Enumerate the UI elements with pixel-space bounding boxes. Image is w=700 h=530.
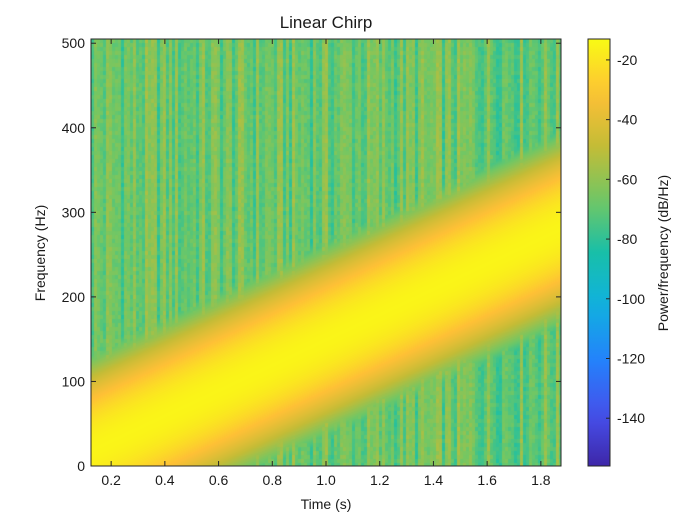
x-tick-label: 0.8 — [263, 472, 283, 488]
colorbar-gradient-bar — [588, 39, 610, 466]
x-tick-label: 0.4 — [155, 472, 175, 488]
y-tick-label: 400 — [62, 120, 86, 136]
x-tick-label: 0.2 — [101, 472, 121, 488]
x-tick-label: 1.0 — [316, 472, 336, 488]
x-tick-label: 1.6 — [477, 472, 497, 488]
colorbar-tick-label: -120 — [617, 351, 645, 367]
colorbar: -20 -40 -60 -80 -100 -120 -140 Power/frequency… — [587, 38, 671, 467]
x-tick-label: 0.6 — [209, 472, 229, 488]
y-axis-label: Frequency (Hz) — [32, 205, 48, 301]
colorbar-tick-label: -80 — [617, 231, 637, 247]
colorbar-tick-label: -40 — [617, 112, 637, 128]
y-tick-label: 100 — [62, 373, 86, 389]
spectrogram-heatmap — [91, 39, 561, 466]
colorbar-tick-label: -140 — [617, 410, 645, 426]
colorbar-tick-label: -60 — [617, 171, 637, 187]
colorbar-ticks: -20 -40 -60 -80 -100 -120 -140 — [606, 52, 645, 426]
y-tick-label: 0 — [77, 458, 85, 474]
x-axis-label: Time (s) — [301, 496, 352, 512]
x-axis-ticks: 0.2 0.4 0.6 0.8 1.0 1.2 1.4 1.6 1.8 — [101, 39, 551, 488]
x-tick-label: 1.8 — [531, 472, 551, 488]
x-tick-label: 1.2 — [370, 472, 390, 488]
y-tick-label: 200 — [62, 289, 86, 305]
colorbar-label: Power/frequency (dB/Hz) — [655, 175, 671, 331]
colorbar-tick-label: -100 — [617, 291, 645, 307]
colorbar-tick-label: -20 — [617, 52, 637, 68]
chart-title: Linear Chirp — [280, 13, 373, 32]
x-tick-label: 1.4 — [424, 472, 444, 488]
colorbar-frame — [587, 38, 611, 467]
y-axis-ticks: 0 100 200 300 400 500 — [62, 35, 561, 474]
plot-area — [90, 38, 562, 467]
y-tick-label: 500 — [62, 35, 86, 51]
y-tick-label: 300 — [62, 204, 86, 220]
